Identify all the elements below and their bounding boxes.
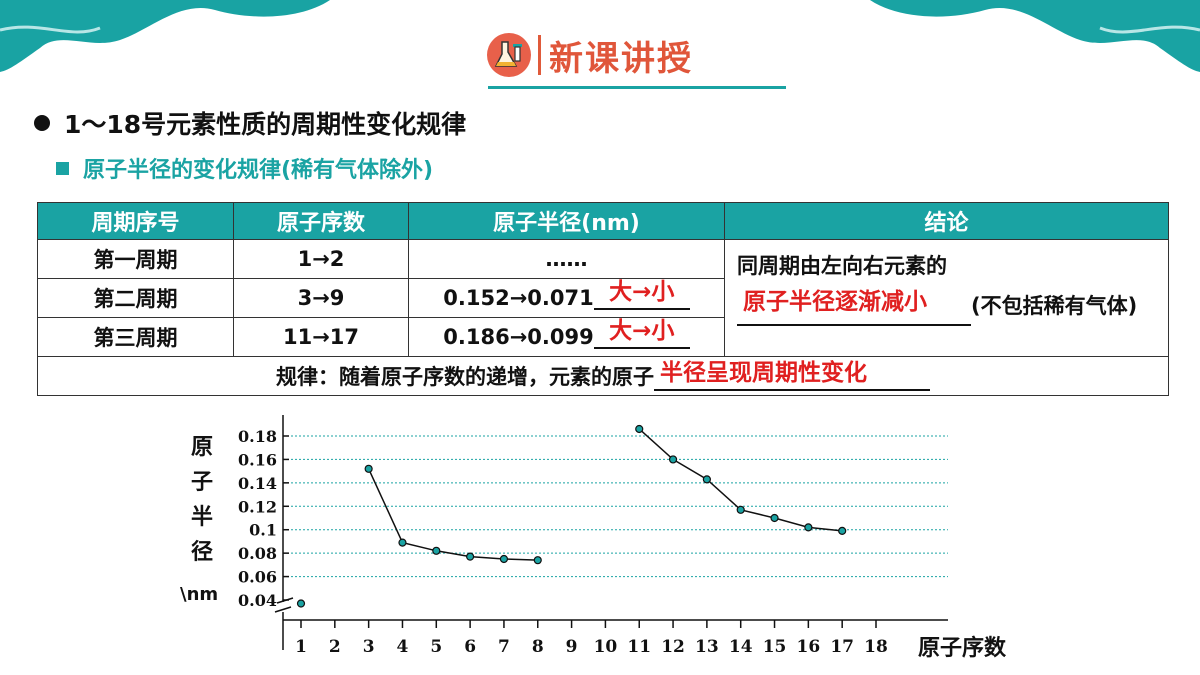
conclusion-pre: 同周期由左向右元素的 [737,254,947,278]
x-tick-label: 18 [864,637,888,657]
flask-icon [487,33,531,77]
data-point [466,552,475,561]
data-point [804,523,813,532]
rule-answer: 半径呈现周期性变化 [660,360,867,386]
series-line [367,468,538,561]
radius-cell: 0.152→0.071 大→小 [408,278,725,318]
top-wave-decoration [0,0,1200,72]
rule-row: 规律：随着原子序数的递增，元素的原子 半径呈现周期性变化 [37,356,1169,396]
rule-text: 规律：随着原子序数的递增，元素的原子 [276,365,654,389]
header-divider [538,35,541,75]
col-header-conclusion: 结论 [724,202,1169,240]
period-cell: 第一周期 [37,239,234,279]
answer-text: 大→小 [609,318,675,344]
table-row: 第二周期 3→9 0.152→0.071 大→小 [37,278,1169,318]
bullet-dot-icon [34,115,50,131]
x-tick-label: 8 [532,637,544,657]
data-point [533,556,542,565]
x-axis-label: 原子序数 [918,636,1007,661]
data-point [736,505,745,514]
table-header-row: 周期序号 原子序数 原子半径(nm) 结论 [37,202,1169,240]
atomic-radius-chart: 0.040.060.080.10.120.140.160.181 2 3 4 5 6 7 8 9… [238,415,948,657]
y-tick-label: 0.04 [238,591,277,610]
y-tick-label: 0.06 [238,568,277,587]
data-point [432,546,441,555]
x-tick-label: 15 [763,637,787,657]
x-tick-label: 7 [498,637,510,657]
y-tick-label: 0.12 [238,497,277,516]
data-point [702,475,711,484]
period-cell: 第二周期 [37,278,234,318]
col-header-period: 周期序号 [37,202,234,240]
data-point [668,455,678,464]
data-point [499,554,509,564]
y-axis-label: 原子半径 [182,430,222,570]
rule-blank: 半径呈现周期性变化 [654,360,930,391]
sub-bullet: 原子半径的变化规律(稀有气体除外) [56,152,433,184]
y-axis-unit: \nm [180,584,219,605]
rule-cell: 规律：随着原子序数的递增，元素的原子 半径呈现周期性变化 [37,356,1169,396]
table-row: 第三周期 11→17 0.186→0.099 大→小 [37,317,1169,357]
main-bullet-text: 1～18号元素性质的周期性变化规律 [64,110,467,139]
sub-bullet-text: 原子半径的变化规律(稀有气体除外) [83,158,434,183]
main-bullet: 1～18号元素性质的周期性变化规律 [34,105,466,141]
col-header-number: 原子序数 [233,202,409,240]
data-point [770,513,779,523]
y-tick-label: 0.1 [249,521,277,540]
y-tick-label: 0.18 [238,427,277,446]
conclusion-answer: 原子半径逐渐减小 [743,289,927,315]
answer-blank: 大→小 [593,318,690,349]
radius-value: 0.186→0.099 [443,325,594,349]
radius-value: …… [545,247,588,271]
number-cell: 3→9 [233,278,409,318]
bullet-square-icon [56,161,69,175]
answer-blank: 大→小 [593,279,690,310]
x-tick-label: 11 [627,637,651,657]
x-tick-label: 10 [594,637,618,657]
header-underline [488,86,786,89]
x-tick-label: 5 [430,637,442,657]
period-cell: 第三周期 [37,317,234,357]
conclusion-cell: 同周期由左向右元素的 原子半径逐渐减小 (不包括稀有气体) [724,239,1169,357]
series-line [638,428,843,532]
x-tick-label: 6 [464,637,476,657]
data-point [364,464,373,473]
conclusion-blank: 原子半径逐渐减小 [737,289,971,326]
x-tick-label: 1 [295,637,307,657]
x-tick-label: 17 [830,637,854,657]
x-tick-label: 9 [566,637,578,657]
x-tick-label: 16 [797,637,821,657]
data-point [296,599,306,608]
y-axis-label-text: 原子半径 [190,435,213,565]
radius-cell: 0.186→0.099 大→小 [408,317,725,357]
conclusion-post: (不包括稀有气体) [971,294,1138,318]
radius-table: 周期序号 原子序数 原子半径(nm) 结论 第一周期 1→2 …… 同周期由左向… [37,202,1169,396]
x-tick-label: 3 [363,637,375,657]
y-tick-label: 0.16 [238,450,277,469]
table-row: 第一周期 1→2 …… 同周期由左向右元素的 原子半径逐渐减小 (不包括稀有气体) [37,239,1169,357]
col-header-radius: 原子半径(nm) [408,202,725,240]
y-tick-label: 0.08 [238,544,277,563]
x-tick-label: 2 [329,637,341,657]
x-tick-label: 14 [729,637,753,657]
x-tick-label: 13 [695,637,719,657]
data-point [398,538,407,547]
number-cell: 11→17 [233,317,409,357]
x-tick-label: 12 [661,637,685,657]
page-title: 新课讲授 [549,38,693,79]
data-point [635,424,644,434]
y-tick-label: 0.14 [238,474,277,493]
radius-value: 0.152→0.071 [443,286,594,310]
x-tick-label: 4 [397,637,409,657]
answer-text: 大→小 [609,279,675,305]
data-point [838,526,847,535]
page-header: 新课讲授 [486,30,693,80]
number-cell: 1→2 [233,239,409,279]
